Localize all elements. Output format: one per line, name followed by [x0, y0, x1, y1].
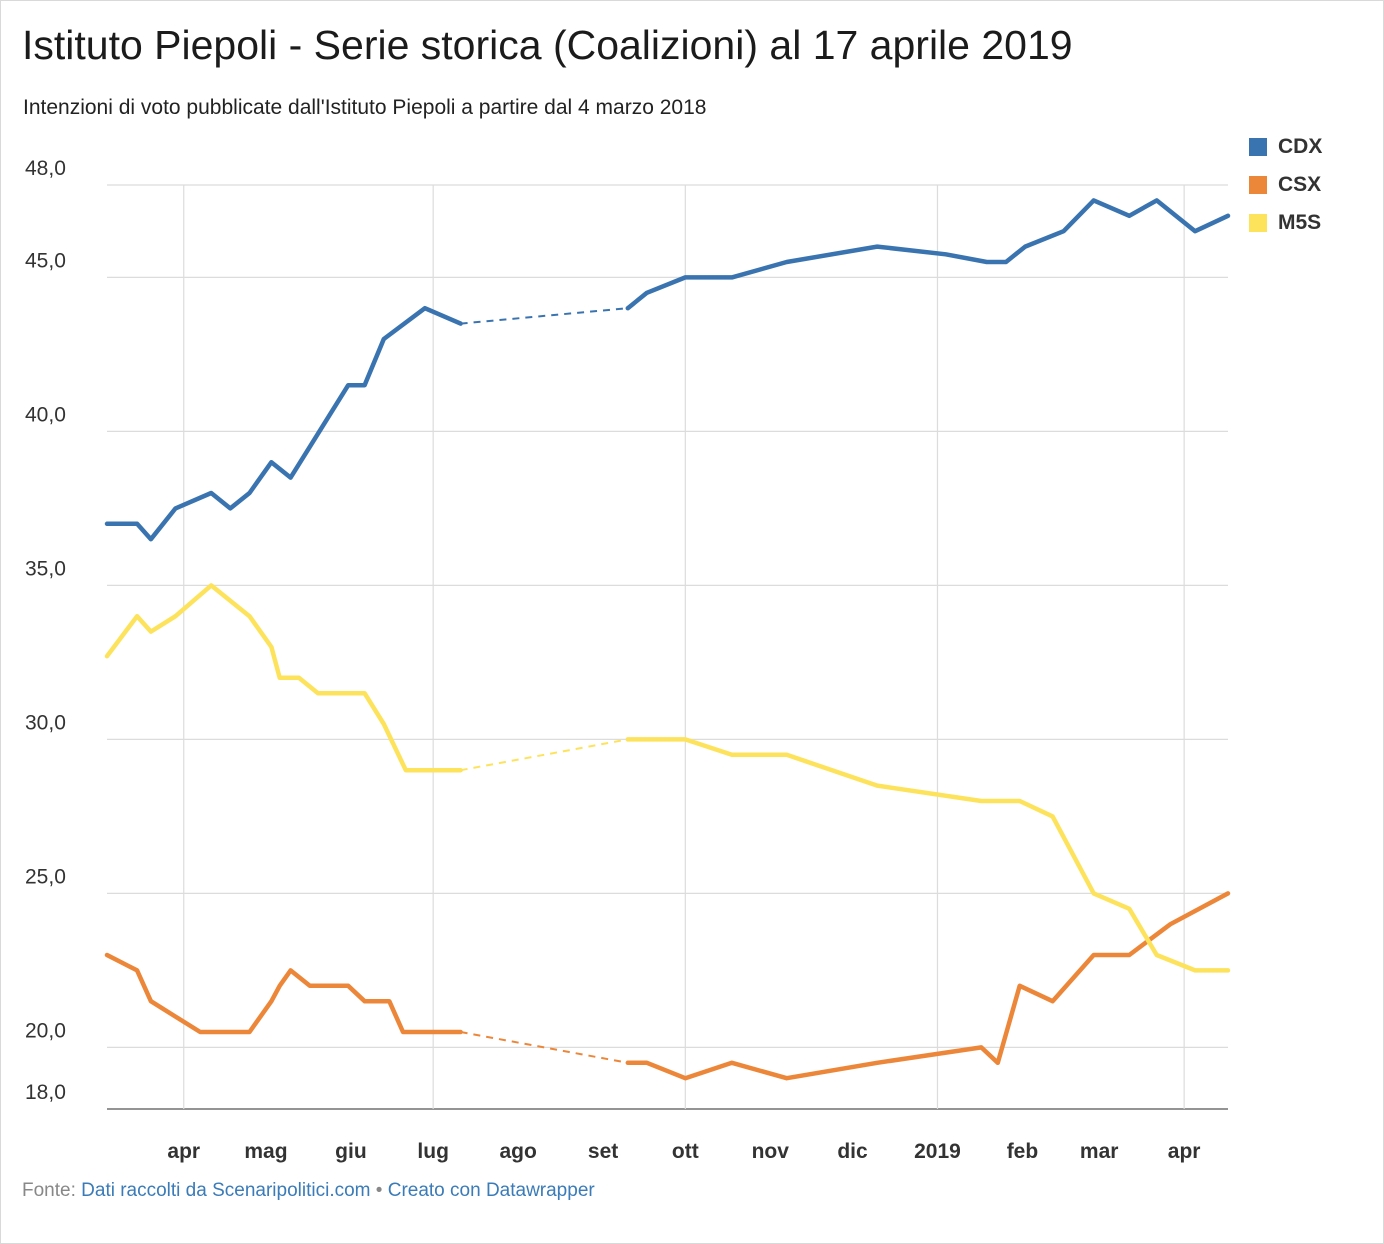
- y-tick-label: 40,0: [25, 403, 66, 426]
- y-tick-label: 30,0: [25, 711, 66, 734]
- series-line-m5s-after: [625, 737, 1231, 973]
- y-tick-label: 20,0: [25, 1019, 66, 1042]
- legend-label-csx: CSX: [1278, 173, 1322, 196]
- series-line-m5s-gap: [460, 738, 628, 772]
- legend-label-m5s: M5S: [1278, 211, 1322, 234]
- legend-item-csx: CSX: [1249, 166, 1322, 204]
- y-tick-label: 25,0: [25, 865, 66, 888]
- x-tick-label: giu: [335, 1140, 367, 1163]
- axis-layer: 48,0 45,0 40,0 35,0 30,0 25,0 20,0 18,0 apr mag gi…: [25, 157, 1200, 1163]
- y-tick-label: 45,0: [25, 249, 66, 272]
- x-tick-label: apr: [167, 1140, 200, 1163]
- footer-datawrapper-link[interactable]: Creato con Datawrapper: [387, 1180, 595, 1201]
- y-tick-label: 35,0: [25, 557, 66, 580]
- x-tick-label: 2019: [914, 1140, 961, 1163]
- legend: CDX CSX M5S: [1249, 128, 1322, 242]
- legend-swatch-cdx: [1249, 138, 1267, 156]
- series-line-csx-gap: [460, 1031, 628, 1064]
- x-tick-label: ago: [499, 1140, 536, 1163]
- legend-item-m5s: M5S: [1249, 204, 1322, 242]
- legend-swatch-m5s: [1249, 214, 1267, 232]
- series-line-csx-after: [625, 891, 1231, 1081]
- series-line-cdx-gap: [460, 307, 628, 325]
- y-tick-label: 48,0: [25, 157, 66, 180]
- chart-title: Istituto Piepoli - Serie storica (Coaliz…: [22, 22, 1073, 68]
- x-tick-label: set: [588, 1140, 618, 1163]
- x-tick-label: lug: [417, 1140, 449, 1163]
- x-tick-label: mar: [1080, 1140, 1119, 1163]
- series-line-cdx-after: [625, 198, 1231, 311]
- footer-source-prefix: Fonte:: [22, 1180, 76, 1201]
- grid-layer: [107, 184, 1228, 1110]
- x-tick-label: nov: [752, 1140, 790, 1163]
- x-tick-label: apr: [1168, 1140, 1201, 1163]
- y-tick-label: 18,0: [25, 1081, 66, 1104]
- chart-footer: Fonte: Dati raccolti da Scenaripolitici.…: [22, 1180, 595, 1202]
- series-line-csx-before: [104, 952, 463, 1035]
- legend-swatch-csx: [1249, 176, 1267, 194]
- chart-subtitle: Intenzioni di voto pubblicate dall'Istit…: [23, 96, 707, 119]
- legend-label-cdx: CDX: [1278, 135, 1323, 158]
- series-layer: [104, 198, 1231, 1081]
- x-tick-label: feb: [1007, 1140, 1039, 1163]
- legend-item-cdx: CDX: [1249, 128, 1322, 166]
- series-line-m5s-before: [104, 583, 463, 773]
- x-tick-label: ott: [672, 1140, 699, 1163]
- series-line-cdx-before: [104, 305, 463, 542]
- footer-source-link[interactable]: Dati raccolti da Scenaripolitici.com: [81, 1180, 371, 1201]
- x-tick-label: mag: [244, 1140, 287, 1163]
- footer-separator: •: [375, 1180, 383, 1201]
- x-tick-label: dic: [837, 1140, 868, 1163]
